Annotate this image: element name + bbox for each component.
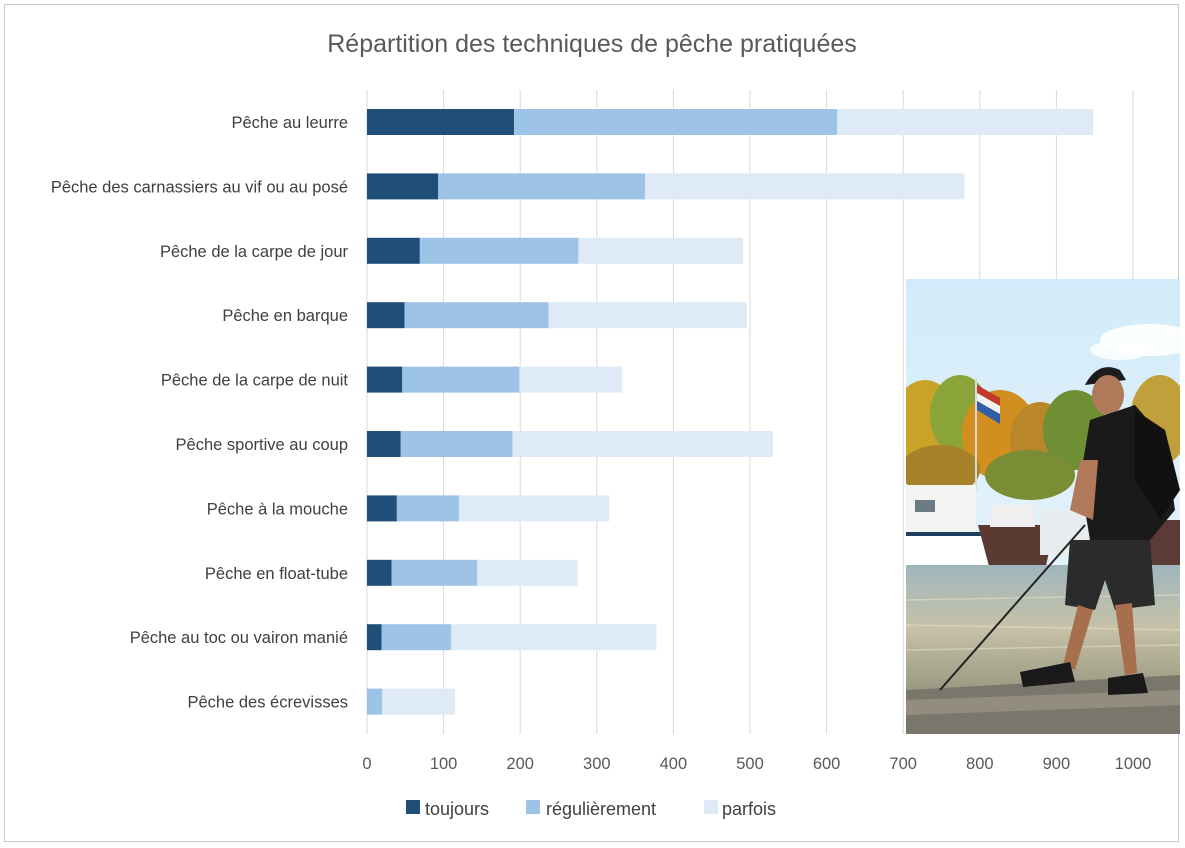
bar-segment bbox=[548, 302, 747, 329]
bar-segment bbox=[367, 109, 515, 135]
x-tick-label: 1000 bbox=[1115, 755, 1152, 773]
bar-segment bbox=[400, 431, 513, 457]
bar-segment bbox=[512, 431, 773, 457]
legend-swatch-regulierement bbox=[526, 800, 540, 814]
bar-segment bbox=[578, 237, 744, 264]
bar-segment bbox=[645, 173, 965, 200]
bar-segment bbox=[458, 495, 610, 522]
bar-segment bbox=[382, 688, 456, 715]
bar-segment bbox=[391, 559, 478, 586]
x-tick-label: 400 bbox=[660, 755, 688, 773]
legend-swatch-parfois bbox=[704, 800, 718, 814]
bar-segment bbox=[367, 302, 405, 329]
bar-segment bbox=[367, 173, 439, 200]
x-tick-label: 900 bbox=[1043, 755, 1071, 773]
bars bbox=[367, 109, 1094, 715]
x-tick-label: 0 bbox=[362, 755, 371, 773]
x-tick-label: 200 bbox=[506, 755, 534, 773]
legend-label-regulierement: régulièrement bbox=[546, 799, 656, 819]
bar-segment bbox=[519, 366, 623, 393]
legend: toujours régulièrement parfois bbox=[406, 799, 776, 819]
x-tick-label: 500 bbox=[736, 755, 764, 773]
category-label: Pêche à la mouche bbox=[207, 500, 348, 518]
legend-label-toujours: toujours bbox=[425, 799, 489, 819]
x-tick-label: 100 bbox=[430, 755, 458, 773]
bar-segment bbox=[837, 109, 1094, 135]
fishing-photo bbox=[906, 279, 1180, 734]
category-label: Pêche au leurre bbox=[232, 114, 349, 132]
bar-segment bbox=[514, 109, 838, 135]
category-label: Pêche en barque bbox=[222, 307, 348, 325]
bar-segment bbox=[402, 366, 520, 393]
bar-segment bbox=[367, 688, 383, 715]
category-label: Pêche au toc ou vairon manié bbox=[130, 629, 348, 647]
bar-segment bbox=[419, 237, 579, 264]
x-tick-labels: 0 100 200 300 400 500 600 700 800 900 1000 bbox=[362, 755, 1151, 773]
flag bbox=[975, 378, 1000, 490]
bar-segment bbox=[367, 495, 397, 522]
category-label: Pêche des carnassiers au vif ou au posé bbox=[51, 178, 348, 196]
category-label: Pêche de la carpe de nuit bbox=[161, 372, 349, 390]
bar-segment bbox=[451, 624, 657, 651]
category-label: Pêche des écrevisses bbox=[188, 694, 349, 712]
bar-segment bbox=[367, 624, 382, 651]
category-label: Pêche sportive au coup bbox=[176, 436, 348, 454]
x-tick-label: 600 bbox=[813, 755, 841, 773]
category-label: Pêche en float-tube bbox=[205, 565, 348, 583]
bar-segment bbox=[367, 237, 420, 264]
category-label: Pêche de la carpe de jour bbox=[160, 243, 349, 261]
bar-segment bbox=[367, 559, 392, 586]
boats bbox=[906, 485, 1180, 575]
legend-label-parfois: parfois bbox=[722, 799, 776, 819]
x-tick-label: 800 bbox=[966, 755, 994, 773]
fisherman bbox=[1020, 367, 1180, 695]
x-tick-label: 300 bbox=[583, 755, 611, 773]
bar-segment bbox=[381, 624, 452, 651]
bar-segment bbox=[367, 431, 401, 457]
bar-segment bbox=[396, 495, 459, 522]
x-tick-label: 700 bbox=[889, 755, 917, 773]
legend-swatch-toujours bbox=[406, 800, 420, 814]
bar-segment bbox=[477, 559, 578, 586]
chart-title: Répartition des techniques de pêche prat… bbox=[327, 30, 857, 58]
bar-segment bbox=[438, 173, 646, 200]
bar-segment bbox=[404, 302, 549, 329]
bar-segment bbox=[367, 366, 403, 393]
category-labels: Pêche au leurre Pêche des carnassiers au … bbox=[51, 114, 349, 712]
